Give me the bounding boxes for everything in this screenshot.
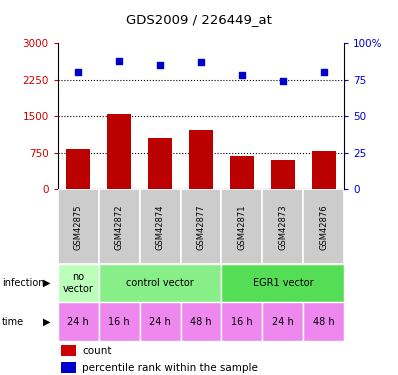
Bar — [58, 264, 99, 302]
Bar — [303, 302, 344, 341]
Text: 24 h: 24 h — [272, 316, 294, 327]
Bar — [303, 189, 344, 264]
Bar — [230, 156, 254, 189]
Text: infection: infection — [2, 278, 45, 288]
Text: ▶: ▶ — [43, 278, 51, 288]
Point — [75, 69, 81, 75]
Bar — [262, 302, 303, 341]
Bar — [181, 189, 221, 264]
Text: GSM42871: GSM42871 — [238, 204, 246, 250]
Bar — [107, 114, 131, 189]
Bar — [140, 189, 181, 264]
Text: no
vector: no vector — [63, 272, 94, 294]
Point — [157, 62, 163, 68]
Bar — [189, 130, 213, 189]
Bar — [312, 152, 336, 189]
Text: GDS2009 / 226449_at: GDS2009 / 226449_at — [126, 13, 272, 26]
Bar — [221, 264, 344, 302]
Text: 16 h: 16 h — [231, 316, 253, 327]
Text: GSM42874: GSM42874 — [156, 204, 164, 250]
Bar — [58, 302, 99, 341]
Text: control vector: control vector — [126, 278, 194, 288]
Text: time: time — [2, 316, 24, 327]
Text: ▶: ▶ — [43, 316, 51, 327]
Point — [280, 78, 286, 84]
Text: GSM42876: GSM42876 — [319, 204, 328, 250]
Bar — [181, 302, 221, 341]
Text: EGR1 vector: EGR1 vector — [253, 278, 313, 288]
Bar — [66, 149, 90, 189]
Text: GSM42875: GSM42875 — [74, 204, 83, 250]
Text: 16 h: 16 h — [108, 316, 130, 327]
Bar — [60, 362, 76, 374]
Bar — [140, 302, 181, 341]
Point — [239, 72, 245, 78]
Text: percentile rank within the sample: percentile rank within the sample — [82, 363, 258, 373]
Point — [198, 59, 204, 65]
Bar — [148, 138, 172, 189]
Text: count: count — [82, 346, 111, 356]
Text: 48 h: 48 h — [313, 316, 335, 327]
Bar — [58, 189, 99, 264]
Text: GSM42872: GSM42872 — [115, 204, 124, 250]
Text: GSM42877: GSM42877 — [197, 204, 205, 250]
Text: 24 h: 24 h — [67, 316, 89, 327]
Text: GSM42873: GSM42873 — [278, 204, 287, 250]
Bar — [60, 345, 76, 356]
Bar — [99, 302, 140, 341]
Point — [116, 58, 122, 64]
Bar — [271, 160, 295, 189]
Bar — [262, 189, 303, 264]
Bar — [221, 189, 262, 264]
Text: 48 h: 48 h — [190, 316, 212, 327]
Text: 24 h: 24 h — [149, 316, 171, 327]
Bar — [99, 264, 221, 302]
Bar — [99, 189, 140, 264]
Point — [321, 69, 327, 75]
Bar — [221, 302, 262, 341]
